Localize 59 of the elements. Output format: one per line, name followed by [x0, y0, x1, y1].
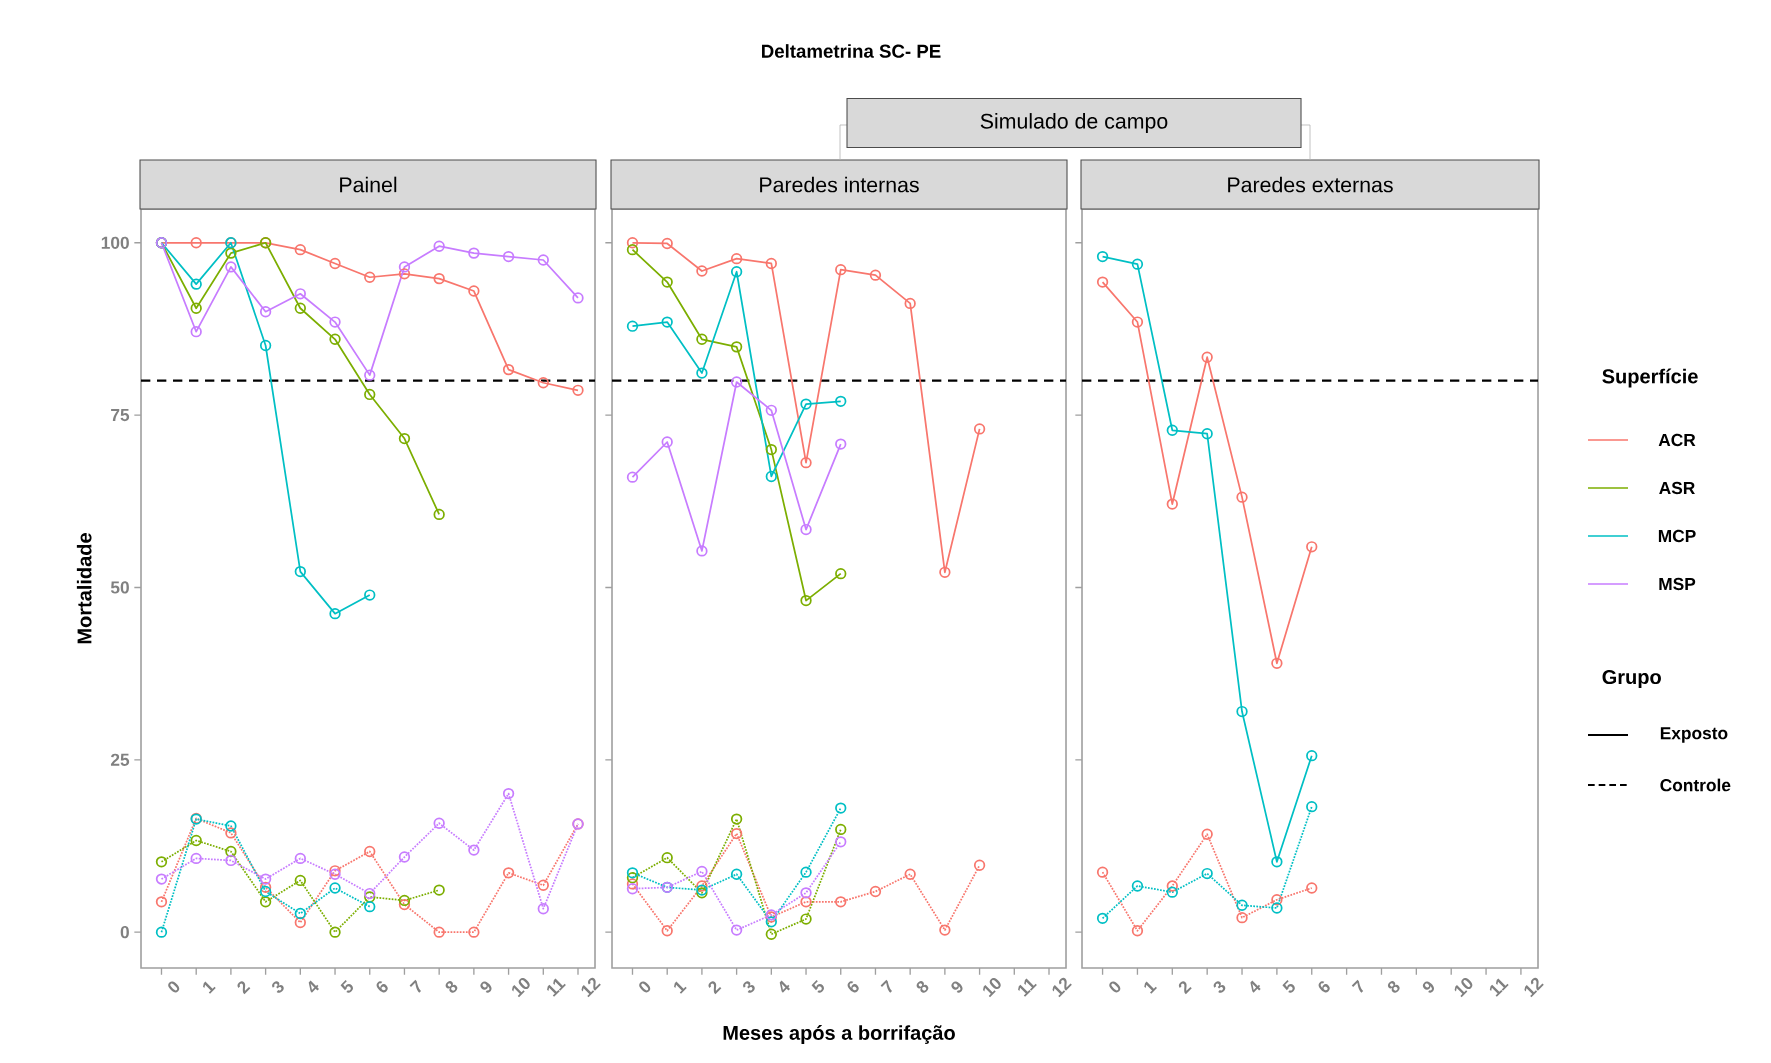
x-tick-label: 2 — [708, 981, 722, 995]
x-tick-label: 1 — [674, 981, 687, 994]
x-tick-label: 4 — [308, 980, 320, 993]
x-tick-label: 8 — [1387, 981, 1400, 993]
x-tick-label: 7 — [1351, 979, 1364, 993]
text: Grupo — [1602, 669, 1661, 689]
x-tick-label: 5 — [340, 980, 354, 993]
x-tick-label: 0 — [168, 981, 180, 993]
chart-title: Paredes externas — [1228, 176, 1393, 193]
x-tick-label: 12 — [1052, 977, 1072, 998]
x-tick-label: 12 — [1524, 977, 1544, 998]
legend-label: ASR — [1659, 481, 1695, 495]
x-tick-label: 6 — [1318, 981, 1330, 993]
x-tick-label: 1 — [203, 981, 216, 994]
x-tick-label: 7 — [409, 979, 422, 993]
text: Simulado de campo — [980, 113, 1168, 133]
y-tick-label: 25 — [110, 753, 130, 766]
x-tick-label: 0 — [639, 981, 651, 993]
x-tick-label: 11 — [547, 978, 566, 997]
x-tick-label: 9 — [1422, 981, 1435, 993]
x-tick-label: 2 — [1178, 981, 1192, 995]
x-tick-label: 9 — [951, 981, 963, 993]
x-tick-label: 10 — [1454, 977, 1473, 998]
x-tick-label: 5 — [1282, 980, 1295, 993]
x-tick-label: 6 — [847, 981, 859, 993]
legend-title: Superfície — [1602, 368, 1698, 388]
chart-title: Painel — [340, 176, 397, 193]
x-tick-label: 3 — [272, 981, 284, 993]
x-tick-label: 0 — [1109, 981, 1121, 993]
x-tick-label: 4 — [1250, 980, 1261, 993]
x-tick-label: 3 — [1213, 981, 1226, 993]
x-tick-label: 11 — [1018, 978, 1037, 997]
y-tick-label: 75 — [111, 409, 130, 422]
text: Exposto — [1660, 727, 1728, 743]
legend-label: MSP — [1659, 577, 1696, 591]
x-tick-label: 12 — [581, 977, 601, 998]
x-tick-label: 2 — [237, 981, 251, 995]
x-tick-label: 3 — [743, 981, 755, 993]
x-tick-label: 7 — [880, 979, 893, 993]
x-axis-title: Meses após a borrifação — [723, 1025, 955, 1044]
x-tick-label: 8 — [445, 981, 458, 993]
legend-label: ACR — [1658, 433, 1696, 447]
y-tick-label: 0 — [120, 926, 129, 939]
x-tick-label: 10 — [983, 977, 1001, 998]
x-tick-label: 8 — [916, 981, 929, 993]
legend-label: MCP — [1658, 529, 1696, 543]
y-tick-label: 100 — [101, 236, 129, 249]
y-tick-label: 50 — [110, 581, 129, 594]
x-tick-label: 1 — [1144, 981, 1157, 994]
x-tick-label: 6 — [376, 981, 388, 993]
x-tick-label: 9 — [480, 981, 492, 993]
x-tick-label: 10 — [512, 977, 530, 998]
x-tick-label: 4 — [779, 980, 791, 993]
text: Deltametrina SC- PE — [762, 44, 941, 58]
chart-title: Paredes internas — [760, 176, 919, 193]
x-tick-label: 5 — [811, 980, 825, 993]
text: Controle — [1660, 778, 1731, 792]
y-axis-title: Mortalidade — [76, 533, 92, 644]
x-tick-label: 11 — [1489, 978, 1509, 997]
